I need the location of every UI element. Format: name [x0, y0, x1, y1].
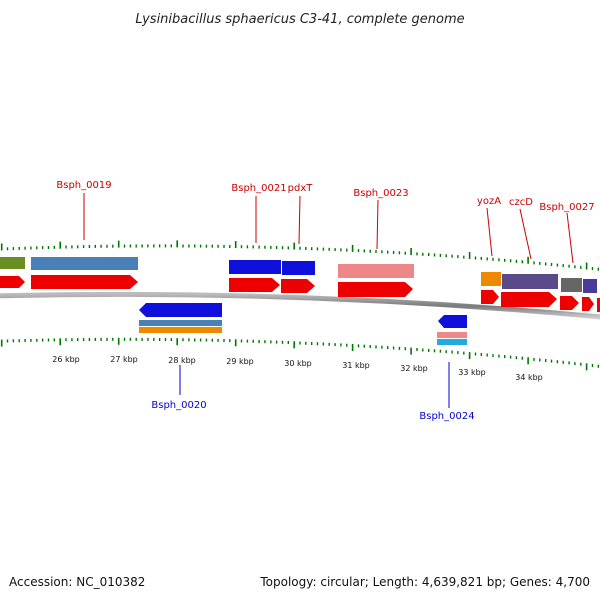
- feature-czcd-gene[interactable]: [502, 274, 558, 289]
- genome-backbone: [0, 291, 600, 320]
- ruler-label-32kbp: 32 kbp: [400, 364, 428, 373]
- ruler-label-27kbp: 27 kbp: [110, 355, 138, 364]
- forward-gene-labels: Bsph_0019 Bsph_0021 pdxT Bsph_0023 yozA …: [56, 180, 595, 264]
- cds-arrow-yoza[interactable]: [481, 290, 499, 304]
- tick-marks-top: [0, 240, 599, 271]
- feature-bsph0027-gene[interactable]: [583, 279, 597, 293]
- feature-bsph0023-gene[interactable]: [338, 264, 414, 278]
- cds-arrow-pdxt[interactable]: [281, 279, 315, 293]
- leader-bsph0027: [566, 212, 574, 264]
- ruler-label-30kbp: 30 kbp: [284, 359, 312, 368]
- feature-bsph0021-gene[interactable]: [229, 260, 281, 274]
- gene-label-pdxt[interactable]: pdxT: [288, 183, 314, 194]
- cds-arrow-bsph0021[interactable]: [229, 278, 280, 292]
- gene-label-bsph0019[interactable]: Bsph_0019: [56, 180, 111, 191]
- feature-olive-block[interactable]: [0, 257, 25, 269]
- cds-arrow-1[interactable]: [0, 276, 25, 288]
- map-title: Lysinibacillus sphaericus C3-41, complet…: [135, 12, 464, 27]
- feature-yoza-gene[interactable]: [481, 272, 501, 286]
- feature-bsph0020-band-1[interactable]: [139, 320, 222, 326]
- gene-label-bsph0020[interactable]: Bsph_0020: [151, 400, 206, 411]
- ruler-label-29kbp: 29 kbp: [226, 357, 254, 366]
- feature-bsph0024-band-2[interactable]: [437, 339, 467, 345]
- gene-label-czcd[interactable]: czcD: [509, 197, 533, 208]
- tick-marks-bottom: [0, 337, 599, 371]
- cds-arrow-gray[interactable]: [560, 296, 579, 310]
- feature-pdxt-gene[interactable]: [282, 261, 315, 275]
- ruler-label-31kbp: 31 kbp: [342, 361, 370, 370]
- forward-features: [0, 257, 600, 312]
- leader-czcd: [519, 208, 532, 260]
- cds-arrow-bsph0020[interactable]: [139, 303, 222, 317]
- cds-arrow-bsph0019[interactable]: [31, 275, 138, 289]
- feature-gray-gene[interactable]: [561, 278, 582, 292]
- ruler-labels: 26 kbp 27 kbp 28 kbp 29 kbp 30 kbp 31 kb…: [52, 355, 543, 382]
- leader-bsph0023: [376, 199, 379, 250]
- cds-arrow-bsph0023[interactable]: [338, 282, 413, 297]
- cds-arrow-bsph0027[interactable]: [582, 297, 594, 311]
- reverse-gene-labels: Bsph_0020 Bsph_0024: [151, 362, 475, 422]
- gene-label-yoza[interactable]: yozA: [477, 196, 501, 207]
- cds-arrow-czcd[interactable]: [501, 292, 557, 307]
- genome-summary-text: Topology: circular; Length: 4,639,821 bp…: [259, 575, 590, 589]
- ruler-label-28kbp: 28 kbp: [168, 356, 196, 365]
- gene-label-bsph0024[interactable]: Bsph_0024: [419, 411, 474, 422]
- ruler-label-34kbp: 34 kbp: [515, 373, 543, 382]
- cds-arrow-bsph0024[interactable]: [438, 315, 467, 328]
- feature-bsph0019-gene[interactable]: [31, 257, 138, 270]
- gene-label-bsph0021[interactable]: Bsph_0021: [231, 183, 286, 194]
- accession-text: Accession: NC_010382: [9, 575, 145, 589]
- feature-bsph0020-band-2[interactable]: [139, 327, 222, 333]
- cds-arrow-edge[interactable]: [597, 298, 600, 312]
- feature-bsph0024-band-1[interactable]: [437, 332, 467, 338]
- gene-label-bsph0027[interactable]: Bsph_0027: [539, 202, 594, 213]
- gene-label-bsph0023[interactable]: Bsph_0023: [353, 188, 408, 199]
- reverse-features: [139, 303, 467, 345]
- leader-pdxt: [298, 195, 301, 245]
- ruler-label-33kbp: 33 kbp: [458, 368, 486, 377]
- leader-yoza: [486, 207, 493, 257]
- ruler-label-26kbp: 26 kbp: [52, 355, 80, 364]
